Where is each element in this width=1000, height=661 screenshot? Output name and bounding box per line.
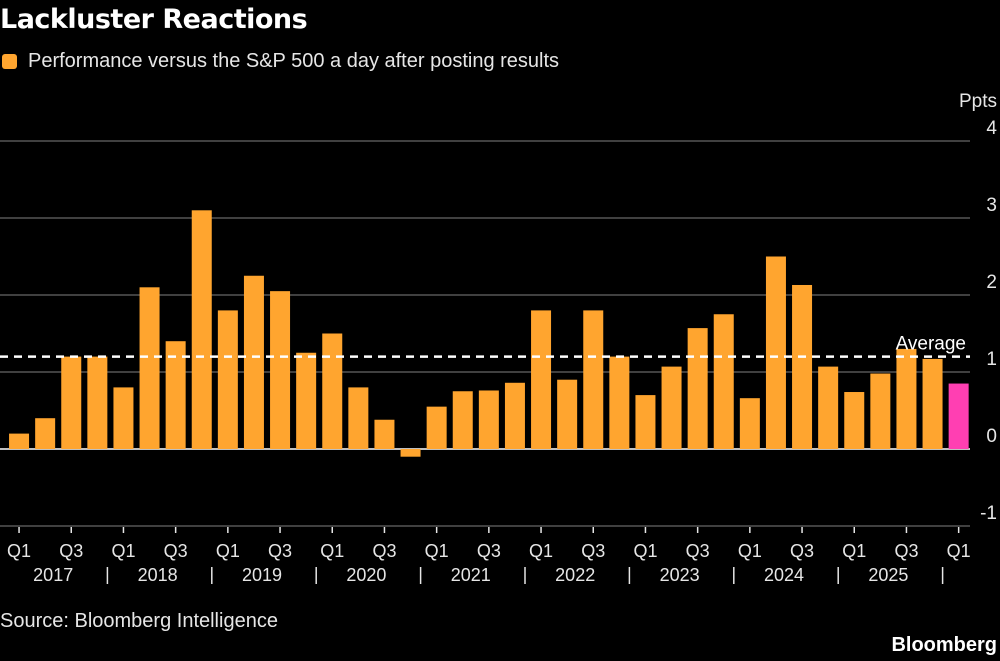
bar (922, 358, 943, 449)
x-quarter-label: Q3 (790, 541, 814, 561)
bar (870, 373, 891, 449)
x-quarter-label: Q1 (425, 541, 449, 561)
x-quarter-label: Q3 (268, 541, 292, 561)
x-quarter-label: Q1 (947, 541, 971, 561)
source-note: Source: Bloomberg Intelligence (0, 610, 278, 632)
x-year-label: 2020 (346, 565, 386, 585)
bar (113, 387, 134, 449)
y-tick-label: 3 (986, 195, 997, 216)
x-quarter-label: Q1 (633, 541, 657, 561)
bar (713, 314, 734, 449)
bar (557, 379, 578, 449)
x-quarter-label: Q1 (738, 541, 762, 561)
bar (426, 406, 447, 449)
chart-title: Lackluster Reactions (0, 4, 308, 35)
legend: Performance versus the S&P 500 a day aft… (2, 50, 559, 73)
legend-swatch (2, 54, 17, 69)
bar (139, 287, 160, 449)
y-tick-label: 2 (986, 272, 997, 293)
legend-label: Performance versus the S&P 500 a day aft… (28, 50, 560, 72)
bloomberg-logo: Bloomberg (891, 634, 997, 656)
x-year-label: 2024 (764, 565, 804, 585)
bar (374, 419, 395, 449)
bar (818, 366, 839, 449)
x-quarter-label: Q1 (842, 541, 866, 561)
bar (87, 356, 108, 449)
bar (322, 333, 343, 449)
y-tick-label: 0 (986, 426, 997, 447)
bar (504, 382, 525, 449)
y-tick-label: -1 (980, 503, 997, 524)
bar (217, 310, 238, 449)
y-axis-label: Ppts (959, 91, 997, 112)
bar (635, 395, 656, 449)
x-quarter-label: Q3 (581, 541, 605, 561)
bar (531, 310, 552, 449)
x-quarter-label: Q3 (477, 541, 501, 561)
x-quarter-label: Q1 (529, 541, 553, 561)
x-year-label: 2022 (555, 565, 595, 585)
x-quarter-label: Q3 (894, 541, 918, 561)
y-tick-label: 4 (986, 118, 997, 139)
bar (792, 284, 813, 449)
bar (165, 341, 186, 449)
x-quarter-label: Q1 (216, 541, 240, 561)
bar (896, 348, 917, 449)
y-tick-label: 1 (986, 349, 997, 370)
bar (191, 210, 212, 449)
bar (270, 291, 291, 449)
bar (583, 310, 604, 449)
bar (35, 418, 56, 449)
x-quarter-label: Q3 (372, 541, 396, 561)
x-quarter-label: Q1 (7, 541, 31, 561)
bar (452, 391, 473, 449)
x-quarter-label: Q1 (111, 541, 135, 561)
x-year-label: 2019 (242, 565, 282, 585)
bar (296, 352, 317, 449)
x-year-label: 2025 (868, 565, 908, 585)
x-quarter-label: Q3 (164, 541, 188, 561)
bar (9, 433, 30, 449)
x-year-label: 2021 (451, 565, 491, 585)
bar (609, 356, 630, 449)
bar (739, 398, 760, 449)
bar (478, 390, 499, 449)
x-year-label: 2018 (138, 565, 178, 585)
bar (765, 256, 786, 449)
bar (948, 383, 969, 449)
x-year-label: 2017 (33, 565, 73, 585)
average-label: Average (896, 334, 966, 355)
bar (243, 275, 264, 449)
bar (844, 392, 865, 449)
bar (400, 449, 421, 457)
x-quarter-label: Q3 (686, 541, 710, 561)
x-quarter-label: Q1 (320, 541, 344, 561)
bar (661, 366, 682, 449)
x-year-label: 2023 (660, 565, 700, 585)
bar (348, 387, 369, 449)
bar (61, 356, 82, 449)
bar (687, 328, 708, 449)
x-quarter-label: Q3 (59, 541, 83, 561)
